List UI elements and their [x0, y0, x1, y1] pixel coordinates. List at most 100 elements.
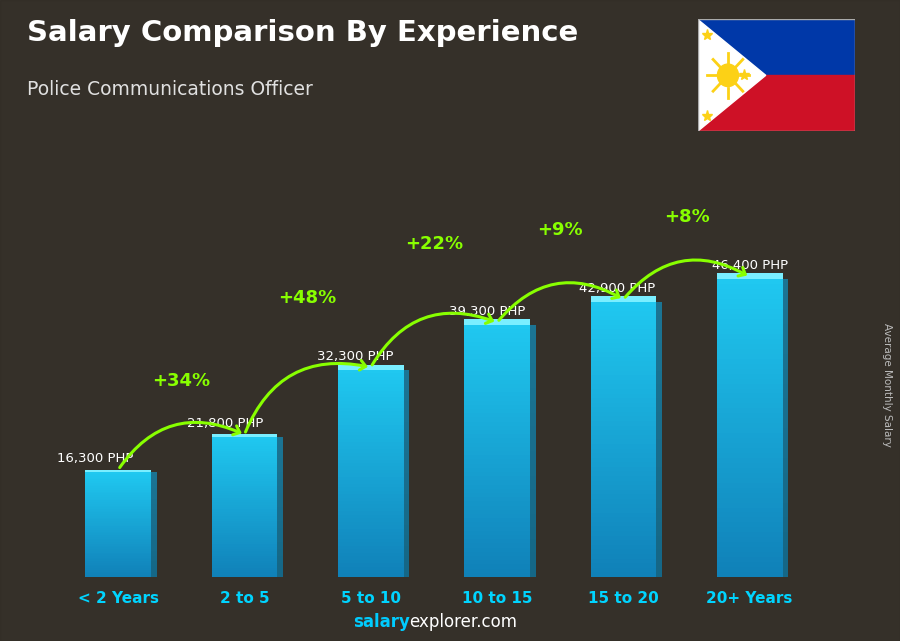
Bar [782, 279, 788, 294]
Bar [464, 463, 530, 468]
Bar [212, 474, 277, 477]
Bar [590, 481, 656, 485]
Bar [590, 449, 656, 453]
Bar [716, 314, 782, 319]
Bar [212, 551, 277, 554]
Bar [464, 518, 530, 522]
Bar [716, 517, 782, 522]
Bar [212, 535, 277, 537]
Bar [86, 470, 151, 472]
Bar [782, 309, 788, 324]
Polygon shape [698, 19, 855, 75]
Bar [212, 519, 277, 521]
Bar [590, 536, 656, 540]
Bar [338, 387, 403, 390]
Bar [716, 419, 782, 423]
Bar [86, 535, 151, 537]
Bar [86, 479, 151, 481]
Bar [86, 551, 151, 553]
Bar [212, 495, 277, 497]
Text: 21,800 PHP: 21,800 PHP [187, 417, 264, 430]
Bar [464, 531, 530, 535]
Bar [338, 445, 403, 449]
Bar [151, 488, 157, 494]
Bar [464, 388, 530, 392]
Bar [590, 412, 656, 417]
Bar [590, 499, 656, 504]
Bar [338, 522, 403, 525]
Bar [86, 540, 151, 542]
Bar [86, 542, 151, 544]
Bar [716, 458, 782, 463]
Bar [716, 448, 782, 453]
Bar [212, 440, 277, 442]
Bar [716, 503, 782, 508]
Bar [86, 478, 151, 479]
Bar [212, 504, 277, 507]
Bar [716, 403, 782, 408]
Bar [338, 542, 403, 546]
Bar [464, 501, 530, 506]
Bar [716, 329, 782, 334]
Bar [403, 515, 410, 525]
Text: +48%: +48% [278, 289, 337, 307]
Bar [212, 567, 277, 570]
Bar [716, 547, 782, 552]
Bar [403, 535, 410, 546]
Bar [782, 562, 788, 577]
Bar [590, 380, 656, 385]
Bar [212, 542, 277, 544]
Bar [403, 390, 410, 401]
Bar [782, 473, 788, 488]
Bar [464, 451, 530, 455]
Bar [338, 425, 403, 429]
Circle shape [717, 64, 738, 87]
Bar [590, 462, 656, 467]
Bar [338, 404, 403, 408]
Bar [212, 472, 277, 474]
Bar [464, 560, 530, 564]
Bar [277, 444, 284, 451]
Bar [212, 556, 277, 558]
Bar [151, 499, 157, 504]
Bar [86, 518, 151, 519]
Bar [716, 285, 782, 289]
Bar [212, 533, 277, 535]
Bar [590, 531, 656, 536]
Bar [590, 467, 656, 472]
Bar [656, 426, 662, 440]
Bar [86, 526, 151, 528]
Bar [716, 528, 782, 532]
Bar [212, 514, 277, 517]
Bar [464, 547, 530, 552]
Bar [212, 547, 277, 549]
Bar [590, 563, 656, 568]
Bar [716, 497, 782, 503]
Bar [338, 494, 403, 497]
Bar [338, 549, 403, 553]
Bar [464, 544, 530, 547]
Bar [464, 488, 530, 493]
Bar [716, 463, 782, 468]
Bar [716, 388, 782, 394]
Bar [590, 522, 656, 526]
Bar [338, 560, 403, 563]
Bar [403, 525, 410, 535]
Bar [338, 477, 403, 480]
Bar [338, 415, 403, 418]
Bar [86, 485, 151, 487]
Bar [716, 408, 782, 413]
Bar [656, 563, 662, 577]
Bar [212, 488, 277, 491]
Bar [464, 535, 530, 539]
Bar [590, 403, 656, 407]
Bar [716, 483, 782, 488]
Bar [530, 514, 536, 526]
Bar [782, 369, 788, 383]
Bar [86, 528, 151, 530]
Bar [716, 413, 782, 419]
Bar [464, 556, 530, 560]
Bar [86, 524, 151, 526]
Bar [716, 374, 782, 379]
Bar [464, 455, 530, 460]
